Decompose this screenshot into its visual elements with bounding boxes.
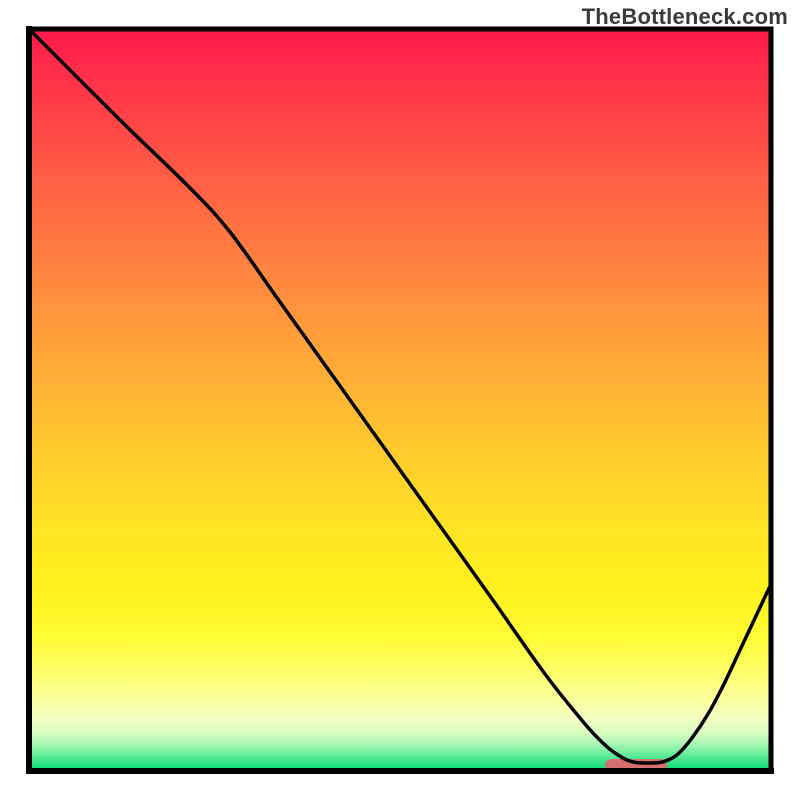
chart-canvas: TheBottleneck.com [0, 0, 800, 800]
bottleneck-chart [0, 0, 800, 800]
watermark-text: TheBottleneck.com [582, 4, 788, 30]
